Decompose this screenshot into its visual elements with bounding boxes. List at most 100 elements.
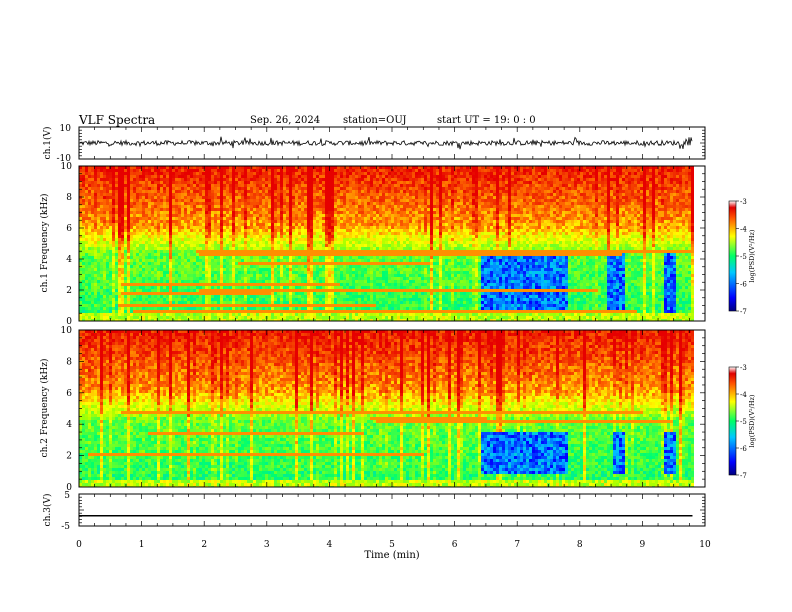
spectrogram-cell bbox=[277, 304, 280, 307]
spectrogram-cell bbox=[298, 193, 301, 196]
spectrogram-cell bbox=[274, 214, 277, 217]
spectrogram-cell bbox=[328, 211, 331, 214]
spectrogram-cell bbox=[82, 265, 85, 268]
spectrogram-cell bbox=[283, 301, 286, 304]
spectrogram-cell bbox=[280, 178, 283, 181]
spectrogram-cell bbox=[304, 169, 307, 172]
spectrogram-cell bbox=[88, 187, 91, 190]
spectrogram-cell bbox=[190, 286, 193, 289]
spectrogram-cell bbox=[184, 184, 187, 187]
spectrogram-cell bbox=[217, 283, 220, 286]
spectrogram-cell bbox=[235, 184, 238, 187]
spectrogram-cell bbox=[130, 190, 133, 193]
spectrogram-cell bbox=[220, 235, 223, 238]
spectrogram-cell bbox=[352, 277, 355, 280]
spectrogram-cell bbox=[100, 166, 103, 169]
spectrogram-cell bbox=[277, 205, 280, 208]
spectrogram-cell bbox=[304, 271, 307, 274]
spectrogram-cell bbox=[196, 277, 199, 280]
spectrogram-cell bbox=[214, 217, 217, 220]
spectrogram-cell bbox=[133, 196, 136, 199]
spectrogram-cell bbox=[115, 280, 118, 283]
spectrogram-cell bbox=[280, 265, 283, 268]
spectrogram-cell bbox=[247, 238, 250, 241]
spectrogram-cell bbox=[238, 262, 241, 265]
spectrogram-cell bbox=[253, 262, 256, 265]
spectrogram-cell bbox=[88, 223, 91, 226]
spectrogram-cell bbox=[214, 313, 217, 316]
spectrogram-cell bbox=[346, 175, 349, 178]
spectrogram-cell bbox=[301, 295, 304, 298]
spectrogram-cell bbox=[322, 250, 325, 253]
spectrogram-cell bbox=[304, 280, 307, 283]
spectrogram-cell bbox=[187, 169, 190, 172]
spectrogram-cell bbox=[241, 253, 244, 256]
spectrogram-cell bbox=[175, 283, 178, 286]
spectrogram-cell bbox=[352, 223, 355, 226]
spectrogram-cell bbox=[133, 244, 136, 247]
spectrogram-cell bbox=[91, 214, 94, 217]
spectrogram-cell bbox=[313, 256, 316, 259]
spectrogram-cell bbox=[355, 238, 358, 241]
spectrogram-cell bbox=[253, 265, 256, 268]
spectrogram-cell bbox=[226, 220, 229, 223]
spectrogram-cell bbox=[349, 214, 352, 217]
ch1-spectrogram bbox=[79, 166, 694, 321]
spectrogram-cell bbox=[349, 238, 352, 241]
spectrogram-cell bbox=[310, 211, 313, 214]
spectrogram-cell bbox=[211, 175, 214, 178]
spectrogram-cell bbox=[151, 229, 154, 232]
spectrogram-cell bbox=[220, 202, 223, 205]
spectrogram-cell bbox=[187, 241, 190, 244]
spectrogram-cell bbox=[256, 292, 259, 295]
spectrogram-cell bbox=[229, 304, 232, 307]
spectrogram-cell bbox=[184, 196, 187, 199]
spectrogram-cell bbox=[193, 277, 196, 280]
spectrogram-cell bbox=[226, 313, 229, 316]
spectrogram-cell bbox=[295, 313, 298, 316]
spectrogram-cell bbox=[322, 271, 325, 274]
spectrogram-cell bbox=[115, 268, 118, 271]
spectrogram-cell bbox=[229, 247, 232, 250]
spectrogram-cell bbox=[112, 313, 115, 316]
spectrogram-cell bbox=[355, 214, 358, 217]
spectrogram-cell bbox=[241, 238, 244, 241]
spectrogram-cell bbox=[136, 169, 139, 172]
spectrogram-cell bbox=[136, 307, 139, 310]
spectrogram-cell bbox=[175, 217, 178, 220]
spectrogram-cell bbox=[184, 298, 187, 301]
spectrogram-cell bbox=[142, 244, 145, 247]
spectrogram-cell bbox=[100, 232, 103, 235]
spectrogram-cell bbox=[322, 232, 325, 235]
spectrogram-cell bbox=[331, 241, 334, 244]
spectrogram-cell bbox=[259, 229, 262, 232]
spectrogram-cell bbox=[319, 298, 322, 301]
spectrogram-cell bbox=[259, 214, 262, 217]
spectrogram-cell bbox=[187, 262, 190, 265]
spectrogram-cell bbox=[325, 298, 328, 301]
spectrogram-cell bbox=[115, 166, 118, 169]
spectrogram-cell bbox=[139, 217, 142, 220]
spectrogram-cell bbox=[127, 166, 130, 169]
spectrogram-cell bbox=[199, 241, 202, 244]
spectrogram-cell bbox=[352, 274, 355, 277]
spectrogram-cell bbox=[103, 310, 106, 313]
spectrogram-cell bbox=[163, 313, 166, 316]
spectrogram-cell bbox=[283, 211, 286, 214]
spectrogram-cell bbox=[280, 166, 283, 169]
spectrogram-cell bbox=[238, 229, 241, 232]
spectrogram-cell bbox=[181, 253, 184, 256]
spectrogram-cell bbox=[319, 238, 322, 241]
spectrogram-cell bbox=[142, 274, 145, 277]
spectrogram-cell bbox=[298, 223, 301, 226]
spectrogram-cell bbox=[127, 241, 130, 244]
spectrogram-cell bbox=[340, 298, 343, 301]
spectrogram-cell bbox=[91, 172, 94, 175]
spectrogram-cell bbox=[133, 190, 136, 193]
spectrogram-cell bbox=[175, 310, 178, 313]
spectrogram-cell bbox=[163, 199, 166, 202]
spectrogram-cell bbox=[241, 172, 244, 175]
spectrogram-cell bbox=[340, 319, 343, 321]
spectrogram-cell bbox=[136, 229, 139, 232]
spectrogram-cell bbox=[178, 280, 181, 283]
